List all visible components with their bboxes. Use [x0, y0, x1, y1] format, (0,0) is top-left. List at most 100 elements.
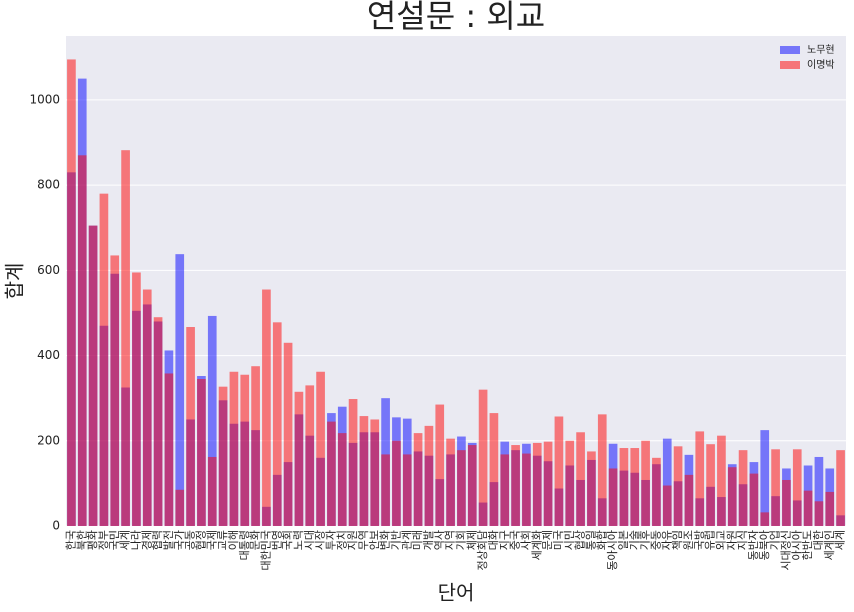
- x-tick-label: 문화: [249, 530, 262, 550]
- bar: [142, 289, 152, 526]
- x-tick-label: 정상회담: [476, 530, 489, 570]
- x-tick-label: 나라: [129, 530, 142, 550]
- bar: [327, 421, 336, 526]
- legend-label: 이명박: [807, 59, 835, 71]
- y-tick-label: 600: [37, 263, 60, 277]
- bar: [500, 454, 510, 526]
- y-tick-label: 400: [37, 348, 60, 362]
- x-tick-label: 자유: [660, 530, 673, 550]
- x-tick-label: 문제: [541, 530, 554, 550]
- legend-label: 노무현: [807, 44, 835, 56]
- x-tick-label: 화합: [595, 530, 608, 550]
- x-tick-label: 한국: [64, 530, 77, 550]
- bar: [175, 254, 185, 526]
- bar: [814, 456, 824, 526]
- x-tick-label: 시대: [303, 530, 316, 550]
- bar: [565, 440, 575, 526]
- bar: [197, 379, 206, 526]
- x-tick-label: 원조: [682, 530, 695, 550]
- x-tick-label: 기술: [628, 530, 641, 550]
- bar: [207, 456, 217, 526]
- x-tick-label: 이해: [226, 530, 240, 550]
- bar: [121, 150, 130, 527]
- y-tick-label: 1000: [29, 92, 60, 106]
- bar: [77, 155, 87, 526]
- bar: [662, 438, 672, 526]
- bar: [88, 225, 98, 526]
- y-tick-label: 200: [37, 433, 60, 447]
- legend-swatch: [780, 46, 800, 54]
- x-tick-label: 동북아: [758, 530, 771, 560]
- bar: [749, 473, 759, 526]
- x-tick-label: 대통령: [238, 530, 251, 560]
- x-tick-label: 일본: [616, 530, 630, 550]
- bar: [305, 385, 315, 526]
- bar: [652, 457, 661, 526]
- bar: [706, 444, 715, 526]
- x-tick-label: 협정: [194, 530, 207, 550]
- bar: [435, 404, 445, 526]
- x-tick-label: 지구: [498, 530, 511, 550]
- bar: [132, 272, 141, 526]
- chart-title: 연설문 : 외교: [367, 0, 545, 35]
- bar: [229, 371, 239, 526]
- bar: [630, 448, 640, 526]
- bar: [673, 446, 683, 526]
- x-tick-label: 개발: [422, 530, 435, 550]
- bar: [522, 453, 531, 526]
- x-tick-label: 국가: [173, 530, 186, 550]
- x-tick-label: 유럽: [703, 530, 717, 550]
- bar: [467, 445, 477, 526]
- x-tick-label: 동아시아: [606, 530, 619, 570]
- x-tick-label: 기반: [389, 530, 402, 550]
- bar: [359, 416, 369, 526]
- bar: [717, 435, 726, 526]
- y-tick-label: 800: [37, 178, 60, 192]
- x-tick-label: 대한민국: [259, 530, 272, 570]
- bar: [164, 373, 174, 526]
- bar: [262, 289, 271, 526]
- x-tick-label: 시장: [314, 530, 327, 550]
- x-tick-label: 국방: [693, 530, 706, 550]
- bar: [392, 440, 401, 526]
- x-tick-label: 통일: [583, 530, 597, 550]
- bar: [554, 416, 564, 526]
- x-tick-label: 세계화: [530, 530, 543, 560]
- x-tick-label: 정부: [97, 530, 110, 550]
- bar: [792, 449, 802, 526]
- x-tick-label: 책임: [671, 530, 684, 550]
- bar: [489, 413, 499, 526]
- x-tick-label: 아시아: [790, 530, 803, 560]
- bar: [186, 327, 195, 526]
- legend-swatch: [780, 61, 800, 69]
- bar: [99, 193, 109, 527]
- bar: [803, 490, 813, 526]
- bar: [543, 441, 553, 526]
- bar: [337, 433, 347, 526]
- x-tick-label: 대화: [487, 530, 500, 550]
- bar: [240, 374, 250, 526]
- bar: [684, 474, 694, 526]
- x-tick-label: 동반자: [747, 530, 760, 560]
- bar: [424, 425, 434, 526]
- x-tick-label: 기회: [454, 530, 467, 550]
- x-tick-label: 미래: [411, 530, 424, 550]
- x-tick-label: 공동: [184, 530, 197, 550]
- x-tick-label: 지원: [346, 530, 359, 550]
- x-tick-label: 국제: [205, 530, 218, 550]
- bar: [251, 366, 260, 526]
- bar: [662, 485, 672, 526]
- bar: [760, 512, 770, 526]
- x-tick-label: 관계: [400, 530, 413, 550]
- bar: [207, 315, 217, 526]
- bar: [511, 445, 520, 526]
- bar: [825, 491, 835, 526]
- x-tick-label: 경제: [140, 530, 153, 550]
- bar: [587, 451, 596, 526]
- bar: [738, 450, 748, 526]
- x-tick-label: 정치: [335, 530, 348, 550]
- bar: [272, 322, 282, 526]
- x-tick-label: 외교: [714, 530, 727, 550]
- x-tick-label: 발전: [162, 530, 175, 550]
- bar: [110, 255, 120, 526]
